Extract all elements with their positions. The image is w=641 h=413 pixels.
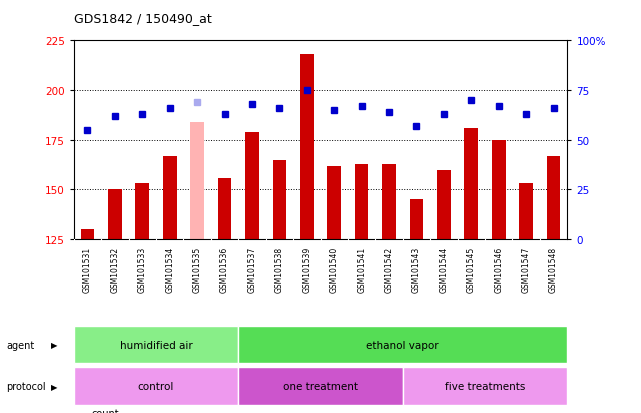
Text: GSM101544: GSM101544 — [439, 246, 449, 292]
Text: GSM101537: GSM101537 — [247, 246, 256, 292]
Text: GDS1842 / 150490_at: GDS1842 / 150490_at — [74, 12, 212, 25]
Text: count: count — [92, 408, 119, 413]
Bar — [81, 230, 94, 413]
Text: GSM101538: GSM101538 — [275, 246, 284, 292]
Text: one treatment: one treatment — [283, 381, 358, 391]
Bar — [403, 368, 567, 405]
Text: ethanol vapor: ethanol vapor — [367, 340, 439, 350]
Text: GSM101535: GSM101535 — [192, 246, 202, 292]
Text: GSM101542: GSM101542 — [385, 246, 394, 292]
Bar — [382, 164, 396, 413]
Bar — [410, 200, 423, 413]
Text: GSM101532: GSM101532 — [110, 246, 119, 292]
Bar — [245, 133, 259, 413]
Bar — [519, 184, 533, 413]
Bar — [218, 178, 231, 413]
Bar — [135, 184, 149, 413]
Bar — [163, 156, 176, 413]
Text: GSM101534: GSM101534 — [165, 246, 174, 292]
Bar — [238, 368, 403, 405]
Text: GSM101546: GSM101546 — [494, 246, 503, 292]
Bar — [354, 164, 369, 413]
Bar — [272, 160, 287, 413]
Text: protocol: protocol — [6, 381, 46, 391]
Text: humidified air: humidified air — [120, 340, 192, 350]
Bar — [74, 368, 238, 405]
Bar — [238, 326, 567, 363]
Bar — [74, 326, 238, 363]
Text: GSM101547: GSM101547 — [522, 246, 531, 292]
Bar — [465, 128, 478, 413]
Bar — [190, 123, 204, 413]
Text: GSM101543: GSM101543 — [412, 246, 421, 292]
Text: GSM101545: GSM101545 — [467, 246, 476, 292]
Text: GSM101541: GSM101541 — [357, 246, 366, 292]
Text: GSM101548: GSM101548 — [549, 246, 558, 292]
Bar — [328, 166, 341, 413]
Text: five treatments: five treatments — [445, 381, 525, 391]
Text: GSM101536: GSM101536 — [220, 246, 229, 292]
Bar — [547, 156, 560, 413]
Text: GSM101540: GSM101540 — [329, 246, 338, 292]
Text: GSM101539: GSM101539 — [303, 246, 312, 292]
Bar — [108, 190, 122, 413]
Text: control: control — [138, 381, 174, 391]
Text: ▶: ▶ — [51, 340, 58, 349]
Bar — [437, 170, 451, 413]
Bar — [492, 140, 506, 413]
Text: ▶: ▶ — [51, 382, 58, 391]
Text: GSM101531: GSM101531 — [83, 246, 92, 292]
Bar — [300, 55, 313, 413]
Text: GSM101533: GSM101533 — [138, 246, 147, 292]
Text: agent: agent — [6, 340, 35, 350]
